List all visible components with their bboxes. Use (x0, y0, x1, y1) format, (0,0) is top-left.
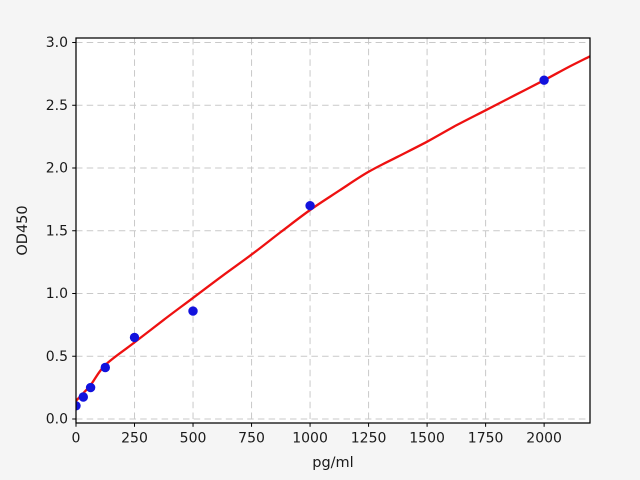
x-tick-label: 750 (238, 431, 265, 447)
data-point (76, 401, 81, 411)
gridlines (75, 38, 590, 423)
y-tick-label: 0.0 (46, 412, 68, 428)
scatter-points (76, 75, 549, 411)
x-tick-label: 250 (121, 431, 148, 447)
data-point (85, 382, 96, 393)
y-tick-label: 0.5 (46, 349, 68, 365)
data-point (305, 201, 315, 211)
x-axis-label: pg/ml (312, 455, 353, 471)
y-tick-label: 1.5 (46, 223, 68, 239)
y-tick-label: 2.5 (46, 98, 68, 114)
data-point (78, 392, 89, 402)
y-tick-label: 3.0 (46, 35, 68, 51)
x-tick-label: 1250 (351, 431, 387, 447)
x-tick-label: 1000 (292, 431, 328, 447)
tick-labels: 0 250 500 750 1000 1250 1500 1750 2000 0.0 0.5 1.0 1… (46, 35, 562, 446)
x-tick-label: 0 (72, 431, 81, 447)
x-tick-label: 2000 (526, 431, 562, 447)
x-tick-label: 500 (180, 431, 207, 447)
y-tick-label: 1.0 (46, 286, 68, 302)
x-tick-label: 1500 (409, 431, 445, 447)
data-point (539, 75, 549, 85)
data-point (100, 362, 111, 373)
data-point (188, 306, 198, 316)
y-tick-label: 2.0 (46, 161, 68, 177)
tick-marks (72, 42, 545, 427)
x-tick-label: 1750 (468, 431, 504, 447)
y-axis-label: OD450 (15, 205, 31, 255)
data-point (129, 332, 140, 343)
